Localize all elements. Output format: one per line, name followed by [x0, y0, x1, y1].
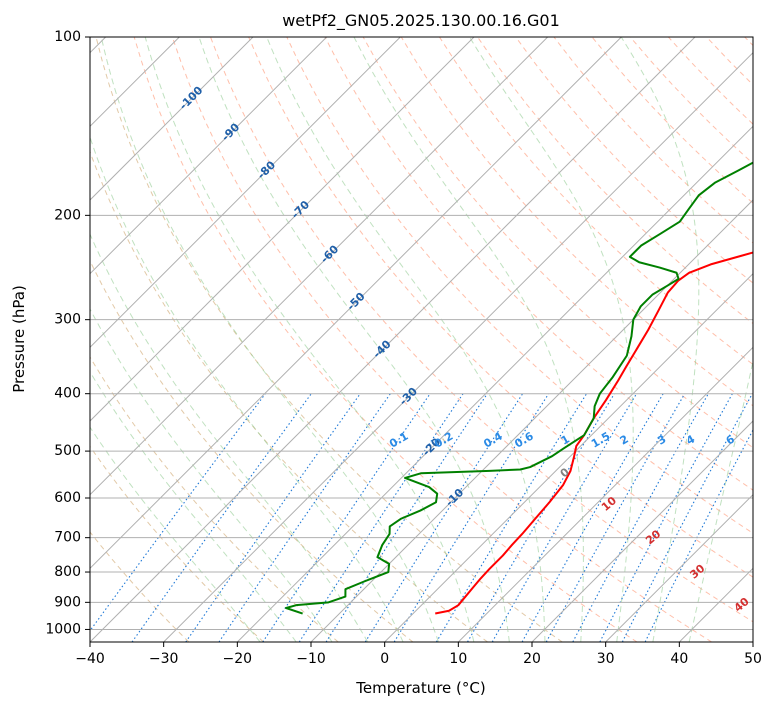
isotherm-line	[310, 199, 753, 642]
dry-adiabat-line	[90, 531, 190, 642]
moist-adiabat-line	[688, 358, 753, 642]
x-tick-label: 50	[744, 651, 762, 667]
plot-frame	[89, 36, 754, 643]
mixing-ratio-line	[298, 393, 464, 642]
y-axis-title: Pressure (hPa)	[10, 285, 28, 393]
y-tick-label: 400	[54, 386, 81, 402]
x-tick-label: −10	[296, 651, 326, 667]
y-axis: 100 200 300 400 500 600 700 800 900 1000	[45, 29, 90, 637]
moist-adiabats	[90, 37, 753, 642]
x-axis: −40 −30 −20 −10 0 10 20 30 40 50	[75, 642, 762, 667]
moist-adiabat-line	[90, 370, 297, 642]
isotherm-line	[90, 37, 475, 422]
isotherm-line	[90, 37, 696, 642]
dry-adiabat-line	[90, 150, 488, 642]
plot-area: -100-90-80-70-60-50-40-30-20-10 0.1 0.2 0.…	[90, 37, 753, 642]
dry-adiabat-line	[248, 37, 753, 578]
x-tick-label: 40	[670, 651, 688, 667]
isotherms	[90, 37, 753, 642]
isotherm-line	[384, 272, 753, 642]
dry-adiabat-line	[133, 37, 638, 642]
mixing-ratio-line	[644, 428, 753, 642]
x-tick-label: 20	[523, 651, 541, 667]
isotherm-line	[90, 37, 622, 570]
isotherm-line	[163, 51, 753, 642]
pressure-gridlines	[90, 37, 753, 630]
x-tick-label: −40	[75, 651, 105, 667]
mixing-ratio-line	[435, 393, 588, 642]
moist-adiabat-line	[353, 37, 584, 642]
moist-adiabat-line	[198, 37, 510, 642]
dry-adiabat-line	[95, 37, 563, 642]
mixing-ratio-line	[262, 393, 431, 642]
isotherm-line	[90, 37, 328, 275]
mixing-ratio-line	[572, 393, 709, 642]
isotherm-line	[531, 420, 753, 642]
moist-adiabat-line	[620, 37, 700, 642]
isotherm-line	[457, 346, 753, 642]
isotherm-line	[90, 37, 401, 349]
mixing-ratio-line	[131, 393, 312, 642]
mixing-ratio-line	[521, 393, 664, 642]
y-tick-label: 800	[54, 564, 81, 580]
profile-series	[285, 161, 753, 615]
mixing-ratio-line	[325, 393, 488, 642]
dry-adiabat-line	[439, 37, 753, 366]
y-tick-label: 200	[54, 207, 81, 223]
temperature-profile-line	[435, 251, 753, 615]
dewpoint-profile-line	[285, 161, 753, 615]
dry-adiabat-line	[171, 37, 712, 642]
moist-adiabat-line	[90, 308, 333, 642]
isotherm-line	[236, 125, 753, 642]
mixing-ratio-line	[545, 393, 686, 642]
y-tick-label: 700	[54, 530, 81, 546]
dry-adiabat-line	[90, 445, 264, 642]
moist-adiabat-line	[90, 135, 404, 642]
y-tick-label: 900	[54, 594, 81, 610]
y-tick-label: 500	[54, 443, 81, 459]
mixing-ratio-line	[393, 393, 550, 642]
x-tick-label: 30	[597, 651, 615, 667]
x-axis-title: Temperature (°C)	[355, 679, 485, 697]
mixing-ratio-lines	[90, 393, 753, 642]
y-tick-label: 1000	[45, 621, 81, 637]
y-tick-label: 600	[54, 490, 81, 506]
moist-adiabat-line	[266, 37, 546, 642]
x-tick-label: 0	[380, 651, 389, 667]
mixing-ratio-line	[491, 393, 638, 642]
isotherm-line	[90, 37, 254, 201]
isotherm-line	[605, 493, 753, 642]
mixing-ratio-line	[364, 393, 524, 642]
y-tick-label: 300	[54, 312, 81, 328]
moist-adiabat-line	[90, 233, 369, 642]
mixing-ratio-line	[467, 393, 615, 642]
x-tick-label: −30	[149, 651, 179, 667]
y-tick-label: 100	[54, 29, 81, 45]
moist-adiabat-line	[90, 426, 261, 642]
dry-adiabat-line	[210, 37, 753, 623]
moist-adiabat-line	[100, 37, 439, 642]
dry-adiabat-line	[90, 356, 339, 642]
chart-title: wetPf2_GN05.2025.130.00.16.G01	[282, 11, 560, 31]
dry-adiabat-line	[400, 37, 753, 407]
x-tick-label: 10	[449, 651, 467, 667]
x-tick-label: −20	[223, 651, 253, 667]
dry-adiabat-line	[515, 37, 753, 284]
isotherm-line	[90, 37, 549, 496]
